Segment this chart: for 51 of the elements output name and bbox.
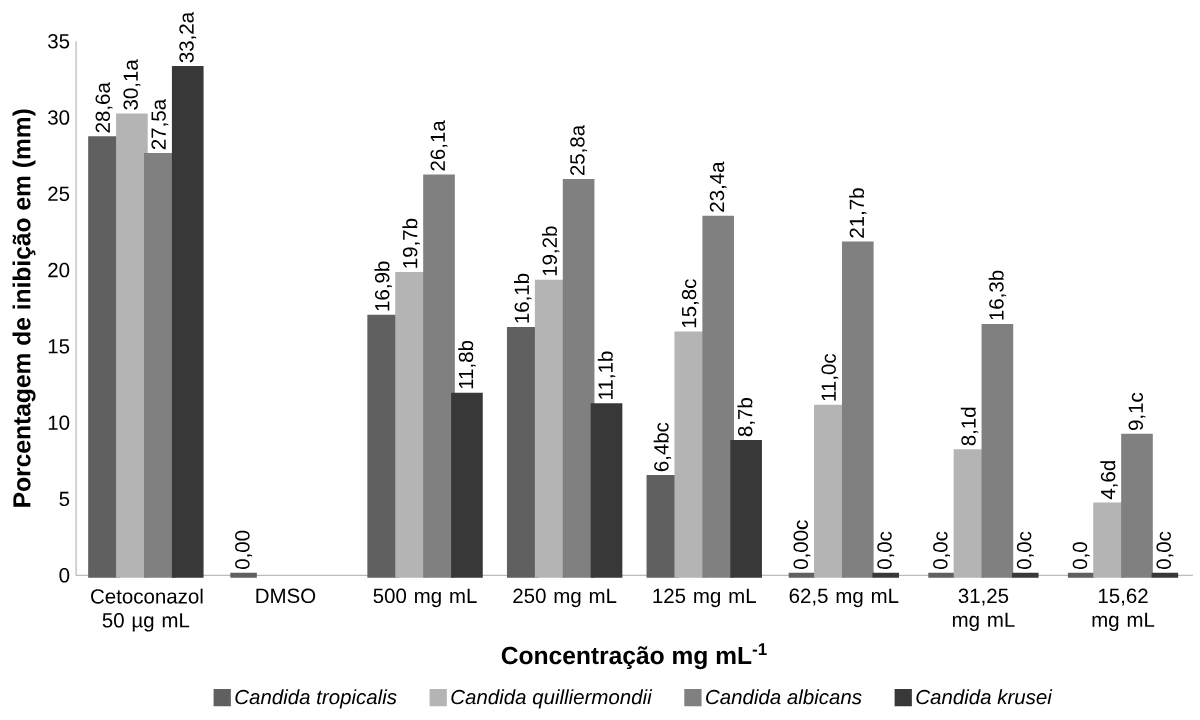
data-label: 8,7b [737, 397, 755, 437]
data-label: 30,1a [123, 59, 141, 110]
y-tick-label: 5 [59, 491, 70, 506]
x-tick-label: 62,5 mg mL [789, 588, 899, 607]
data-label: 23,4a [709, 161, 727, 212]
data-label: 9,1c [1128, 392, 1146, 430]
y-tick-label: 15 [48, 339, 70, 354]
y-tick-label: 20 [48, 262, 70, 278]
data-label: 11,1b [597, 351, 616, 399]
data-label: 0,00c [793, 520, 811, 569]
data-label: 21,7b [849, 188, 867, 238]
y-tick-label: 35 [48, 33, 70, 49]
data-label: 0,0c [933, 531, 951, 569]
data-label: 26,1a [430, 120, 448, 171]
data-label: 6,4bc [653, 422, 672, 471]
data-label: 0,0c [1156, 531, 1174, 569]
data-label: 0,0 [1072, 542, 1090, 569]
legend-label: Candida quilliermondii [451, 689, 653, 709]
y-tick-label: 25 [48, 186, 70, 201]
x-tick-label: Cetoconazol 50 µg mL [91, 588, 203, 632]
y-tick-label: 10 [48, 415, 70, 430]
data-label: 33,2a [179, 11, 197, 63]
data-label: 0,0c [877, 531, 895, 569]
data-label: 4,6d [1100, 460, 1118, 499]
y-tick-label: 30 [48, 110, 70, 125]
data-label: 19,2b [541, 226, 560, 276]
data-label: 27,5a [151, 98, 169, 150]
data-label: 11,0c [821, 353, 839, 401]
data-label: 15,8c [681, 279, 699, 328]
legend-label: Candida albicans [706, 689, 862, 705]
data-label: 16,9b [374, 261, 392, 311]
x-tick-label: 15,62 mg mL [1092, 588, 1155, 631]
data-label: 28,6a [95, 82, 113, 133]
data-label: 16,3b [988, 270, 1007, 320]
y-axis-title: Porcentagem de inibição em (mm) [12, 109, 36, 507]
data-label: 0,0c [1016, 531, 1034, 569]
data-label: 25,8a [570, 124, 588, 175]
x-tick-label: 31,25 mg mL [952, 588, 1015, 631]
data-label: 11,8b [458, 340, 476, 389]
x-tick-label: 250 mg mL [513, 588, 617, 607]
legend-label: Candida krusei [916, 689, 1053, 705]
data-label: 16,1b [514, 273, 532, 323]
data-label: 8,1d [960, 407, 979, 446]
x-tick-label: 125 mg mL [653, 588, 756, 607]
x-tick-label: DMSO [256, 588, 316, 603]
x-tick-label: 500 mg mL [373, 588, 477, 607]
data-label: 19,7b [402, 218, 420, 268]
data-label: 0,00 [235, 530, 253, 569]
x-axis-title: Concentração mg mL$^{-1}$ [501, 643, 767, 670]
legend-label: Candida tropicalis [235, 689, 397, 709]
y-tick-label: 0 [59, 567, 70, 583]
